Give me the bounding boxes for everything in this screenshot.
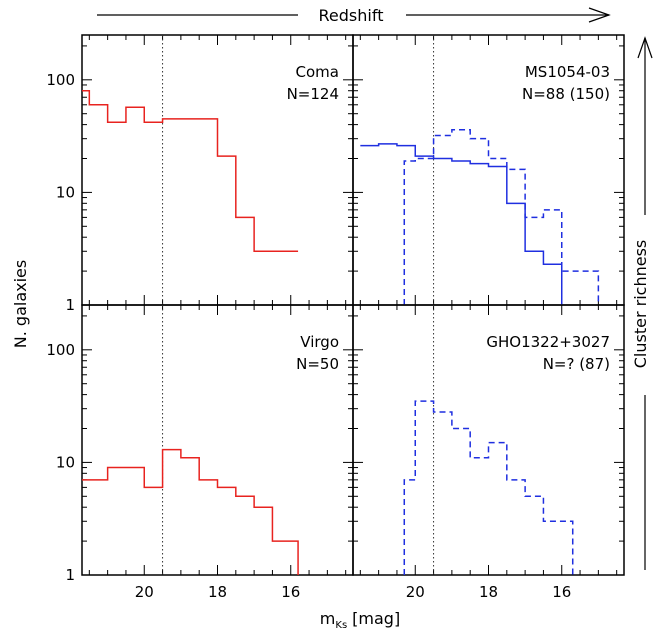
richness-label: Cluster richness <box>631 240 650 369</box>
panel-top-left: 1 10 100 Coma N=124 <box>46 34 354 314</box>
panel-name-label: Virgo <box>300 333 339 351</box>
x-tick-label: 16 <box>281 583 300 601</box>
x-axis-label-sub: Ks <box>335 620 347 631</box>
panel-name-label: Coma <box>296 63 339 81</box>
x-axis-label-unit: [mag] <box>352 609 400 628</box>
redshift-arrowhead <box>588 7 611 23</box>
y-tick-label: 1 <box>65 566 75 584</box>
panel-name-label: GHO1322+3027 <box>486 333 610 351</box>
y-tick-label: 100 <box>46 341 75 359</box>
histogram-series <box>82 89 299 253</box>
y-tick-label: 10 <box>56 453 75 471</box>
x-tick-label: 18 <box>208 583 227 601</box>
panel-bottom-right: 20 18 16 GHO1322+3027 N=? (87) <box>352 304 625 601</box>
x-axis-label-main: m <box>320 609 336 628</box>
panels-layer: 1 10 100 Coma N=124 MS1054-03 N=88 (150) 20 18 16… <box>46 34 625 601</box>
x-tick-label: 20 <box>135 583 154 601</box>
y-tick-label: 10 <box>56 183 75 201</box>
panel-name-label: MS1054-03 <box>525 63 610 81</box>
y-axis-label: N. galaxies <box>11 260 30 348</box>
panel-count-label: N=88 (150) <box>522 85 610 103</box>
histogram-series <box>360 143 563 305</box>
richness-arrowhead <box>637 36 653 59</box>
panel-count-label: N=124 <box>287 85 339 103</box>
redshift-label: Redshift <box>319 6 384 25</box>
x-tick-label: 18 <box>479 583 498 601</box>
histogram-series <box>82 448 299 575</box>
panel-count-label: N=? (87) <box>543 355 610 373</box>
x-tick-label: 16 <box>552 583 571 601</box>
y-tick-label: 100 <box>46 71 75 89</box>
x-tick-label: 20 <box>406 583 425 601</box>
panel-top-right: MS1054-03 N=88 (150) <box>352 34 625 306</box>
panel-count-label: N=50 <box>296 355 339 373</box>
panel-bottom-left: 20 18 16 1 10 100 Virgo N=50 <box>46 304 354 601</box>
x-axis-label: mKs [mag] <box>320 609 400 631</box>
histogram-series <box>403 400 574 575</box>
y-tick-label: 1 <box>65 296 75 314</box>
